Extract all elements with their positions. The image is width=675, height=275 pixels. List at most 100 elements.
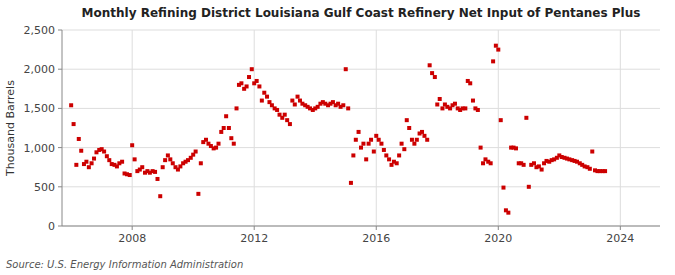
point: [527, 185, 531, 189]
point: [491, 59, 495, 63]
point: [349, 181, 353, 185]
point: [204, 138, 208, 142]
point: [364, 157, 368, 161]
point: [275, 108, 279, 112]
point: [346, 106, 350, 110]
point: [433, 75, 437, 79]
grid-line: [62, 186, 660, 187]
point: [588, 167, 592, 171]
point: [430, 71, 434, 75]
point: [262, 91, 266, 95]
point: [415, 138, 419, 142]
point: [158, 194, 162, 198]
point: [359, 146, 363, 150]
point: [130, 143, 134, 147]
y-axis-line: [62, 30, 63, 226]
tick-label: 2,000: [24, 63, 56, 76]
tick-label: 1,000: [24, 142, 56, 155]
point: [481, 161, 485, 165]
point: [407, 126, 411, 130]
tick-label: 500: [34, 181, 55, 194]
point: [397, 153, 401, 157]
point: [153, 170, 157, 174]
point: [410, 138, 414, 142]
point: [194, 150, 198, 154]
point: [288, 122, 292, 126]
grid-line: [620, 30, 621, 226]
grid-line: [254, 30, 255, 226]
point: [514, 146, 518, 150]
point: [128, 173, 132, 177]
point: [341, 103, 345, 107]
point: [440, 106, 444, 110]
tick-label: 2016: [362, 232, 390, 245]
tick-mark: [254, 226, 255, 230]
point: [479, 146, 483, 150]
tick-mark: [132, 226, 133, 230]
tick-mark: [58, 226, 62, 227]
point: [374, 134, 378, 138]
point: [105, 154, 109, 158]
title: Monthly Refining District Louisiana Gulf…: [82, 6, 641, 20]
source: Source: U.S. Energy Information Administ…: [6, 259, 243, 270]
point: [255, 79, 259, 83]
point: [196, 192, 200, 196]
point: [217, 142, 221, 146]
point: [387, 157, 391, 161]
point: [163, 158, 167, 162]
point: [489, 161, 493, 165]
point: [476, 108, 480, 112]
point: [506, 211, 510, 215]
tick-label: 1,500: [24, 102, 56, 115]
point: [140, 165, 144, 169]
point: [84, 160, 88, 164]
tick-mark: [58, 108, 62, 109]
point: [405, 118, 409, 122]
point: [90, 161, 94, 165]
grid-line: [62, 30, 660, 31]
point: [74, 163, 78, 167]
point: [235, 106, 239, 110]
point: [540, 168, 544, 172]
point: [245, 84, 249, 88]
tick-label: 2024: [606, 232, 634, 245]
grid-line: [376, 30, 377, 226]
point: [239, 81, 243, 85]
grid-line: [62, 108, 660, 109]
tick-mark: [58, 69, 62, 70]
point: [453, 102, 457, 106]
point: [435, 102, 439, 106]
tick-mark: [58, 147, 62, 148]
point: [522, 163, 526, 167]
point: [260, 99, 264, 103]
point: [367, 142, 371, 146]
point: [532, 161, 536, 165]
point: [361, 142, 365, 146]
point: [468, 81, 472, 85]
point: [372, 150, 376, 154]
point: [382, 148, 386, 152]
point: [107, 158, 111, 162]
point: [219, 130, 223, 134]
point: [354, 138, 358, 142]
point: [247, 75, 251, 79]
grid-line: [62, 226, 660, 227]
grid: [62, 30, 660, 226]
point: [524, 116, 528, 120]
point: [224, 114, 228, 118]
point: [344, 67, 348, 71]
grid-line: [62, 69, 660, 70]
point: [402, 147, 406, 151]
point: [501, 186, 505, 190]
y-axis-label: Thousand Barrels: [4, 80, 17, 177]
point: [420, 130, 424, 134]
point: [357, 130, 361, 134]
point: [293, 102, 297, 106]
point: [168, 157, 172, 161]
point: [229, 136, 233, 140]
points: [69, 44, 607, 215]
point: [87, 165, 91, 169]
tick-mark: [376, 226, 377, 230]
tick-label: 2008: [118, 232, 146, 245]
point: [351, 153, 355, 157]
